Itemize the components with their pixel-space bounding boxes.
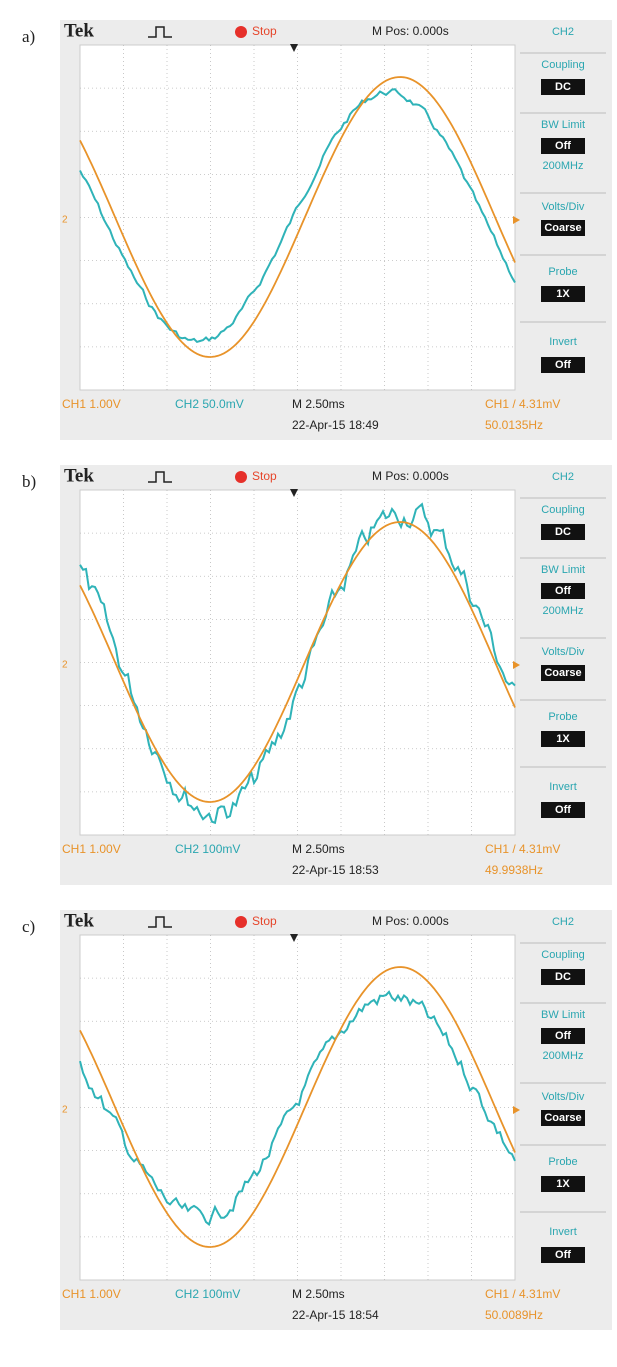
menu-bw: Off	[555, 140, 571, 152]
menu-bw: Off	[555, 1030, 571, 1042]
ch2-scale: CH2 100mV	[175, 842, 240, 856]
ch2-scale: CH2 50.0mV	[175, 397, 244, 411]
ch-marker: 2	[62, 1105, 68, 1116]
menu-coupling-title: Coupling	[541, 949, 584, 961]
stop-dot	[235, 471, 247, 483]
status: Stop	[252, 24, 277, 38]
datetime: 22-Apr-15 18:54	[292, 1308, 379, 1322]
menu-volts: Coarse	[544, 222, 581, 234]
menu-probe-title: Probe	[548, 711, 577, 723]
menu-coupling: DC	[555, 81, 571, 93]
scope-panel: a) Tek Stop M Pos: 0.000s 2 CH2 Coupling DC BW L…	[22, 20, 612, 440]
menu-channel: CH2	[552, 916, 574, 928]
menu-invert-title: Invert	[549, 1226, 577, 1238]
menu-volts-title: Volts/Div	[542, 646, 585, 658]
scope-panel: c) Tek Stop M Pos: 0.000s 2 CH2 Coupling DC BW L…	[22, 910, 612, 1330]
menu-coupling-title: Coupling	[541, 504, 584, 516]
datetime: 22-Apr-15 18:53	[292, 863, 379, 877]
menu-volts: Coarse	[544, 1112, 581, 1124]
ch-marker: 2	[62, 215, 68, 226]
menu-bw-freq: 200MHz	[543, 605, 584, 617]
menu-probe: 1X	[556, 1178, 570, 1190]
trigger-level: CH1 / 4.31mV	[485, 842, 560, 856]
menu-invert: Off	[555, 359, 571, 371]
menu-coupling-title: Coupling	[541, 59, 584, 71]
brand: Tek	[64, 465, 94, 486]
menu-invert: Off	[555, 804, 571, 816]
figure: a) Tek Stop M Pos: 0.000s 2 CH2 Coupling DC BW L…	[0, 0, 617, 1367]
ch-marker: 2	[62, 660, 68, 671]
m-pos: M Pos: 0.000s	[372, 24, 449, 38]
menu-probe: 1X	[556, 288, 570, 300]
menu-channel: CH2	[552, 26, 574, 38]
ch1-scale: CH1 1.00V	[62, 397, 121, 411]
m-pos: M Pos: 0.000s	[372, 914, 449, 928]
timebase: M 2.50ms	[292, 397, 345, 411]
menu-probe-title: Probe	[548, 1156, 577, 1168]
scope-panel: b) Tek Stop M Pos: 0.000s 2 CH2 Coupling DC BW L…	[22, 465, 612, 885]
trigger-level: CH1 / 4.31mV	[485, 1287, 560, 1301]
panel-label: b)	[22, 472, 36, 491]
menu-invert-title: Invert	[549, 781, 577, 793]
panel-label: c)	[22, 917, 35, 936]
menu-bw-title: BW Limit	[541, 119, 585, 131]
menu-probe-title: Probe	[548, 266, 577, 278]
menu-coupling: DC	[555, 526, 571, 538]
menu-channel: CH2	[552, 471, 574, 483]
status: Stop	[252, 469, 277, 483]
trigger-level: CH1 / 4.31mV	[485, 397, 560, 411]
timebase: M 2.50ms	[292, 842, 345, 856]
menu-volts-title: Volts/Div	[542, 1091, 585, 1103]
panel-label: a)	[22, 27, 35, 46]
menu-probe: 1X	[556, 733, 570, 745]
menu-bw-title: BW Limit	[541, 1009, 585, 1021]
menu-coupling: DC	[555, 971, 571, 983]
stop-dot	[235, 916, 247, 928]
menu-invert: Off	[555, 1249, 571, 1261]
menu-volts: Coarse	[544, 667, 581, 679]
menu-bw-freq: 200MHz	[543, 160, 584, 172]
stop-dot	[235, 26, 247, 38]
menu-bw-title: BW Limit	[541, 564, 585, 576]
frequency: 49.9938Hz	[485, 863, 543, 877]
frequency: 50.0089Hz	[485, 1308, 543, 1322]
datetime: 22-Apr-15 18:49	[292, 418, 379, 432]
menu-volts-title: Volts/Div	[542, 201, 585, 213]
frequency: 50.0135Hz	[485, 418, 543, 432]
menu-bw-freq: 200MHz	[543, 1050, 584, 1062]
ch2-scale: CH2 100mV	[175, 1287, 240, 1301]
status: Stop	[252, 914, 277, 928]
menu-bw: Off	[555, 585, 571, 597]
menu-invert-title: Invert	[549, 336, 577, 348]
ch1-scale: CH1 1.00V	[62, 842, 121, 856]
ch1-scale: CH1 1.00V	[62, 1287, 121, 1301]
m-pos: M Pos: 0.000s	[372, 469, 449, 483]
timebase: M 2.50ms	[292, 1287, 345, 1301]
brand: Tek	[64, 910, 94, 931]
brand: Tek	[64, 20, 94, 41]
